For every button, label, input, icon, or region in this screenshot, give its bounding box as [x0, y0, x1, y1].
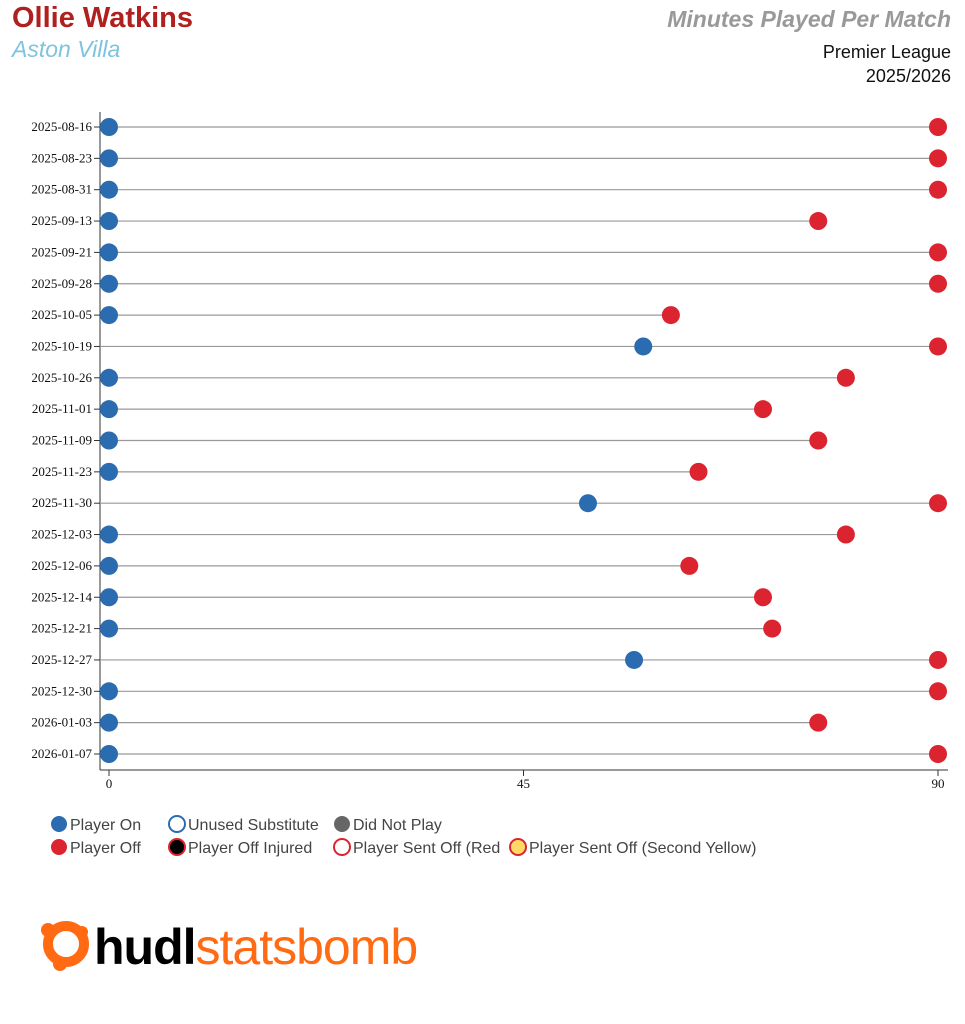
team-name: Aston Villa [12, 36, 121, 62]
player-off-point [809, 431, 828, 450]
player-on-point [100, 274, 118, 293]
y-tick-label: 2025-08-31 [31, 182, 92, 197]
competition: Premier League [822, 42, 951, 62]
legend-label: Player Off Injured [188, 840, 312, 857]
y-tick-label: 2025-11-01 [32, 401, 92, 416]
legend-off-icon [51, 839, 67, 855]
player-on-point [625, 650, 644, 669]
minutes-chart: 0 45 90 2025-08-16 2025-08-23 2025-08-31 2025-… [31, 112, 948, 857]
player-on-point [578, 494, 597, 513]
player-off-point [929, 745, 947, 763]
y-tick-label: 2025-11-30 [32, 495, 92, 510]
legend-label: Unused Substitute [188, 817, 319, 834]
legend-label: Player Sent Off (Second Yellow) [529, 840, 756, 857]
player-on-point [100, 149, 118, 168]
y-tick-label: 2026-01-03 [31, 715, 92, 730]
legend-yellow-icon [509, 838, 527, 856]
player-on-point [100, 556, 118, 575]
player-off-point [929, 243, 947, 262]
player-off-point [929, 118, 947, 136]
player-off-point [753, 400, 772, 419]
player-off-point [763, 619, 782, 638]
player-off-point [661, 306, 680, 325]
player-off-point [929, 180, 947, 199]
legend-dnp-icon [334, 816, 350, 832]
legend-label: Player Off [70, 840, 141, 857]
player-on-point [100, 243, 118, 262]
player-on-point [100, 368, 118, 387]
legend-label: Player Sent Off (Red [353, 840, 500, 857]
player-off-point [929, 650, 947, 669]
legend-label: Player On [70, 817, 141, 834]
x-tick-label: 0 [106, 776, 113, 791]
y-tick-label: 2025-09-21 [31, 244, 92, 259]
player-on-point [100, 619, 118, 638]
player-on-point [100, 431, 118, 450]
statsbomb-logo-icon [41, 921, 89, 971]
y-tick-label: 2025-12-27 [31, 652, 92, 667]
y-tick-label: 2026-01-07 [31, 746, 92, 761]
hudl-statsbomb-logo: hudlstatsbomb [38, 908, 419, 976]
y-tick-label: 2025-09-13 [31, 213, 92, 228]
y-tick-label: 2025-08-23 [31, 150, 92, 165]
legend-red-icon [333, 838, 351, 856]
y-tick-label: 2025-12-03 [31, 527, 92, 542]
legend-on-icon [51, 816, 67, 832]
player-off-point [929, 337, 947, 356]
player-off-point [809, 212, 828, 231]
y-tick-label: 2025-12-14 [31, 589, 92, 604]
y-tick-label: 2025-10-26 [31, 370, 92, 385]
player-off-point [929, 494, 947, 513]
y-tick-label: 2025-12-21 [31, 621, 92, 636]
player-off-point [929, 682, 947, 701]
player-off-point [753, 588, 772, 607]
legend-injured-icon [168, 838, 186, 856]
player-on-point [100, 525, 118, 544]
y-tick-label: 2025-10-05 [31, 307, 92, 322]
player-on-point [100, 306, 118, 325]
season: 2025/2026 [865, 66, 951, 86]
player-on-point [100, 588, 118, 607]
player-off-point [689, 462, 708, 481]
chart-title: Minutes Played Per Match [667, 6, 951, 32]
player-off-point [929, 149, 947, 168]
player-on-point [100, 180, 118, 199]
player-name: Ollie Watkins [12, 2, 194, 34]
y-tick-label: 2025-12-06 [31, 558, 92, 573]
logo-hudl: hudl [94, 919, 197, 975]
y-tick-label: 2025-08-16 [31, 119, 92, 134]
player-off-point [809, 713, 828, 732]
player-off-point [680, 556, 699, 575]
logo-statsbomb: statsbomb [195, 919, 419, 975]
player-off-point [836, 525, 855, 544]
player-on-point [100, 713, 118, 732]
player-on-point [100, 118, 118, 136]
legend-label: Did Not Play [353, 817, 442, 834]
y-tick-label: 2025-09-28 [31, 276, 92, 291]
player-on-point [634, 337, 653, 356]
x-tick-label: 90 [932, 776, 945, 791]
player-on-point [100, 212, 118, 231]
player-on-point [100, 400, 118, 419]
y-tick-label: 2025-11-23 [32, 464, 92, 479]
legend-unused-icon [168, 815, 186, 833]
player-off-point [836, 368, 855, 387]
player-on-point [100, 682, 118, 701]
y-tick-label: 2025-10-19 [31, 338, 92, 353]
y-tick-label: 2025-12-30 [31, 683, 92, 698]
player-on-point [100, 745, 118, 763]
x-tick-label: 45 [517, 776, 530, 791]
player-on-point [100, 462, 118, 481]
player-off-point [929, 274, 947, 293]
y-tick-label: 2025-11-09 [32, 433, 92, 448]
